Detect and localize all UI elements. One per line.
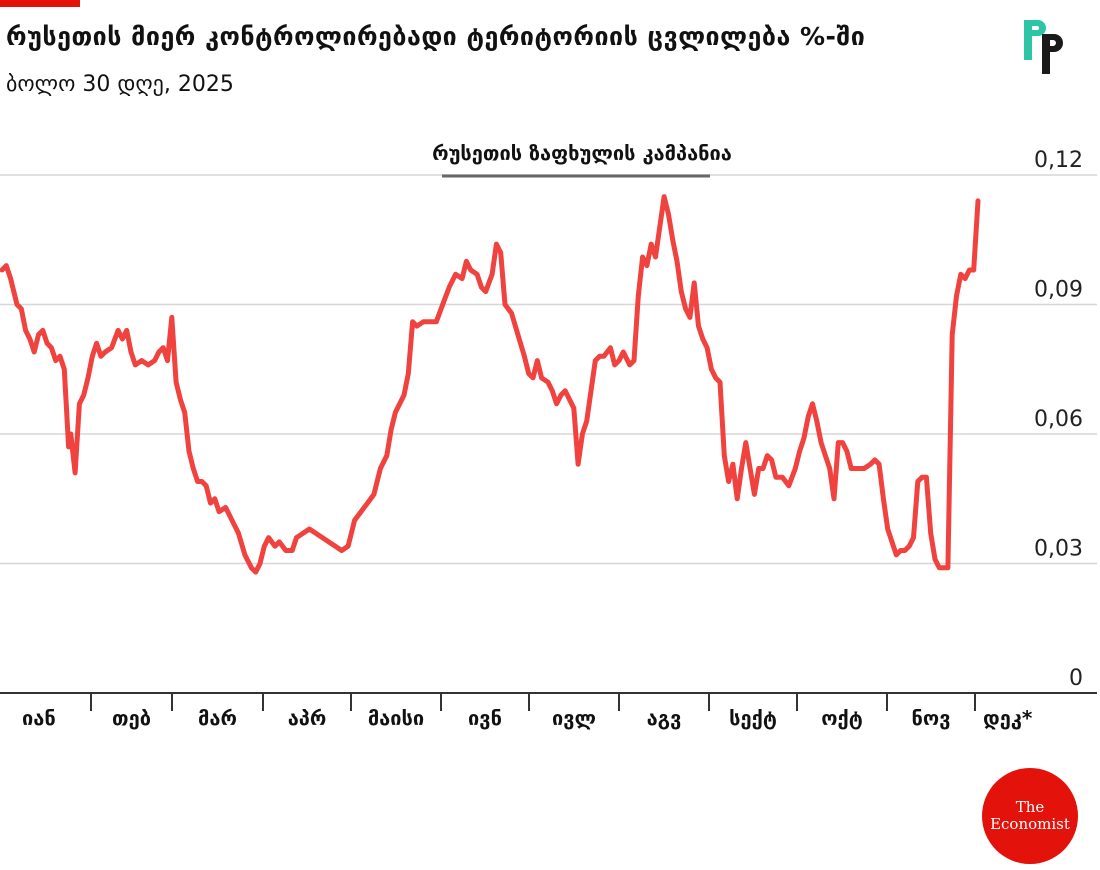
x-tick-label: სექტ (729, 706, 777, 730)
y-tick-label: 0,03 (1034, 537, 1083, 562)
chart-subtitle: ბოლო 30 დღე, 2025 (6, 72, 234, 97)
y-tick-label: 0,06 (1034, 407, 1083, 432)
grid-layer (0, 174, 1097, 565)
x-tick-label: მაისი (368, 706, 424, 730)
y-tick-label: 0 (1069, 666, 1083, 691)
x-tick-label: იან (22, 706, 56, 730)
x-tick-labels: იან თებ მარ აპრ მაისი ივნ ივლ აგვ სექტ ოქტ ნოვ დეკ* (22, 706, 1033, 730)
y-tick-label: 0,12 (1034, 148, 1083, 173)
series-line (0, 194, 981, 575)
annotation-layer: რუსეთის ზაფხულის კამპანია (432, 141, 732, 178)
brand-accent-bar (0, 0, 80, 7)
x-axis (0, 692, 1097, 711)
x-tick-label: ივნ (468, 706, 502, 730)
x-tick-label: დეკ* (983, 706, 1033, 730)
economist-logo: The Economist (982, 768, 1078, 864)
chart-title: რუსეთის მიერ კონტროლირებადი ტერიტორიის ც… (6, 22, 866, 51)
x-tick-label: ოქტ (821, 706, 862, 730)
x-tick-label: აგვ (647, 706, 682, 730)
annotation-label: რუსეთის ზაფხულის კამპანია (432, 141, 732, 165)
economist-logo-line2: Economist (990, 815, 1070, 833)
y-tick-labels: 0 0,03 0,06 0,09 0,12 (1034, 148, 1083, 691)
x-tick-label: აპრ (288, 706, 327, 730)
x-tick-label: თებ (112, 706, 151, 730)
rp-logo: RP (1024, 20, 1063, 74)
x-tick-label: მარ (198, 706, 237, 730)
economist-logo-line1: The (1015, 798, 1045, 816)
y-tick-label: 0,09 (1034, 278, 1083, 303)
x-tick-label: ნოვ (912, 706, 951, 730)
x-tick-label: ივლ (552, 706, 596, 730)
